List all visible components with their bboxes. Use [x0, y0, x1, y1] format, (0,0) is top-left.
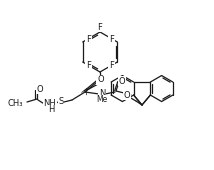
Text: NH: NH	[44, 99, 56, 108]
Text: N: N	[99, 89, 105, 98]
Text: Me: Me	[96, 96, 108, 105]
Text: F: F	[109, 61, 114, 70]
Text: O: O	[98, 75, 104, 84]
Text: O: O	[98, 75, 104, 84]
Text: N: N	[99, 89, 105, 98]
Text: CH₃: CH₃	[9, 98, 24, 107]
Text: F: F	[86, 61, 91, 70]
Text: F: F	[109, 35, 114, 44]
Text: F: F	[86, 35, 91, 44]
Text: F: F	[86, 61, 91, 70]
Text: F: F	[109, 61, 114, 70]
Text: F: F	[98, 22, 103, 31]
Text: F: F	[109, 35, 114, 44]
Text: O: O	[97, 75, 103, 84]
Text: F: F	[86, 35, 91, 44]
Text: O: O	[37, 84, 43, 94]
Text: H: H	[48, 106, 54, 115]
Text: O: O	[124, 90, 130, 99]
Text: O: O	[119, 76, 125, 86]
Text: CH₃: CH₃	[7, 98, 23, 107]
Text: O: O	[37, 84, 43, 94]
Text: O: O	[97, 75, 103, 84]
Text: Me: Me	[96, 96, 108, 105]
Text: F: F	[98, 22, 103, 31]
Text: NH: NH	[44, 100, 56, 109]
Text: S: S	[58, 98, 64, 106]
Text: H: H	[47, 106, 53, 115]
Text: O: O	[124, 90, 130, 99]
Text: S: S	[58, 98, 64, 106]
Text: O: O	[119, 76, 125, 86]
